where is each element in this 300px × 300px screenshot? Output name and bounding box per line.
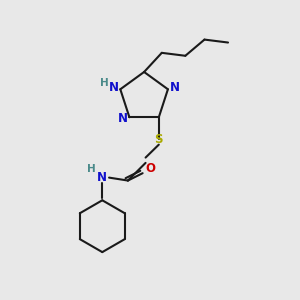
Text: O: O — [145, 162, 155, 175]
Text: H: H — [87, 164, 96, 174]
Text: N: N — [169, 81, 179, 94]
Text: N: N — [97, 171, 107, 184]
Text: N: N — [118, 112, 128, 125]
Text: N: N — [109, 81, 119, 94]
Text: H: H — [100, 78, 109, 88]
Text: S: S — [154, 133, 163, 146]
